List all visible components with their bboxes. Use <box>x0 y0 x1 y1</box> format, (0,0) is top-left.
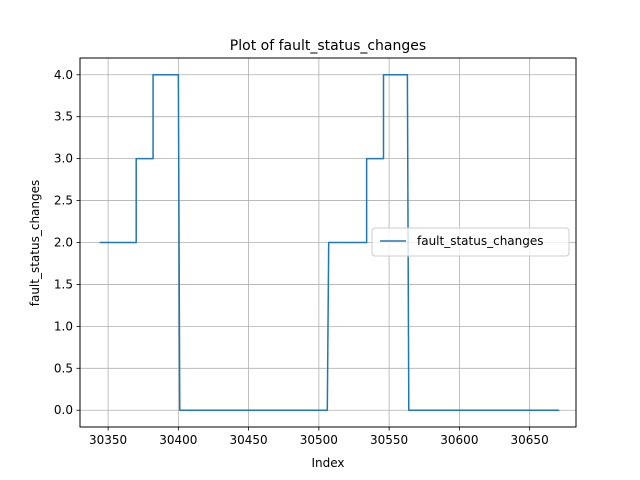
x-axis: 30350 30400 30450 30500 30550 30600 30650 <box>89 427 549 447</box>
x-tick-label: 30550 <box>370 433 408 447</box>
y-axis: 0.0 0.5 1.0 1.5 2.0 2.5 3.0 3.5 4.0 <box>54 68 80 417</box>
x-tick-label: 30600 <box>440 433 478 447</box>
y-tick-label: 0.5 <box>54 361 73 375</box>
legend-box <box>371 227 570 257</box>
series-layer <box>99 74 560 411</box>
legend-label: fault_status_changes <box>417 234 544 248</box>
x-axis-label: Index <box>311 456 344 470</box>
y-tick-label: 3.0 <box>54 152 73 166</box>
y-tick-label: 0.0 <box>54 403 73 417</box>
x-tick-label: 30450 <box>230 433 268 447</box>
y-tick-label: 3.5 <box>54 110 73 124</box>
y-tick-label: 1.0 <box>54 319 73 333</box>
chart-title: Plot of fault_status_changes <box>230 38 426 54</box>
x-tick-label: 30500 <box>300 433 338 447</box>
y-tick-label: 2.0 <box>54 236 73 250</box>
x-tick-label: 30350 <box>89 433 127 447</box>
series-line <box>99 74 560 411</box>
y-axis-label: fault_status_changes <box>28 180 42 307</box>
y-tick-label: 4.0 <box>54 68 73 82</box>
x-tick-label: 30650 <box>511 433 549 447</box>
x-tick-label: 30400 <box>159 433 197 447</box>
y-tick-label: 1.5 <box>54 277 73 291</box>
legend: fault_status_changes <box>371 227 570 257</box>
y-tick-label: 2.5 <box>54 194 73 208</box>
